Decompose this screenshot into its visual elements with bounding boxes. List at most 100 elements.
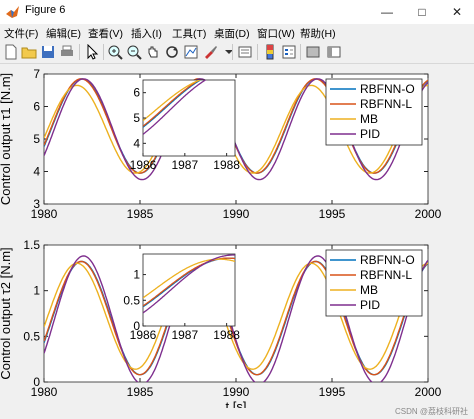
inset-series-line-rbfnn-o xyxy=(143,80,202,128)
inset-series-line-pid xyxy=(143,80,207,135)
menu-view[interactable]: 查看(V) xyxy=(88,28,123,40)
window-title: Figure 6 xyxy=(25,4,66,16)
inset-series-line-pid xyxy=(143,254,235,314)
new-file-icon[interactable] xyxy=(3,44,19,60)
x-tick-label: 1980 xyxy=(31,207,58,221)
menu-bar: 文件(F) 编辑(E) 查看(V) 插入(I) 工具(T) 桌面(D) 窗口(W… xyxy=(0,24,474,41)
x-tick-label: 1995 xyxy=(319,385,346,399)
show-plot-tools-icon[interactable] xyxy=(326,44,342,60)
inset-box xyxy=(142,253,236,327)
y-tick-label: 7 xyxy=(33,67,40,81)
y-tick-label: 1 xyxy=(33,284,40,298)
matlab-logo-icon xyxy=(6,6,19,18)
close-icon[interactable]: ✕ xyxy=(451,5,463,19)
x-tick-label: 2000 xyxy=(415,207,442,221)
toolbar-separator xyxy=(103,44,104,60)
title-bar: Figure 6 — □ ✕ xyxy=(0,0,474,25)
zoom-out-icon[interactable] xyxy=(126,44,142,60)
inset-x-tick-label: 1988 xyxy=(213,158,240,172)
inset-x-tick-label: 1988 xyxy=(213,328,240,342)
toolbar-separator xyxy=(79,44,80,60)
inset-y-tick-label: 0.5 xyxy=(123,293,140,307)
menu-window[interactable]: 窗口(W) xyxy=(257,28,295,40)
toolbar-separator xyxy=(300,44,301,60)
y-axis-label: Control output τ1 [N.m] xyxy=(0,73,13,205)
y-tick-label: 0.5 xyxy=(23,329,40,343)
inset-axes-2: 1986 1987 1988 0 0.5 1 xyxy=(123,253,240,342)
series-line-pid xyxy=(44,78,428,181)
y-tick-label: 0 xyxy=(33,375,40,389)
axes-2: 1980 1985 1990 1995 2000 0 0.5 1 1.5 Control outp… xyxy=(0,238,442,414)
inset-series-line-mb xyxy=(143,80,202,122)
toolbar-separator xyxy=(232,44,233,60)
y-tick-label: 4 xyxy=(33,165,40,179)
legend-icon[interactable] xyxy=(281,44,297,60)
inset-y-tick-label: 6 xyxy=(133,86,140,100)
legend-entry: RBFNN-L xyxy=(360,97,412,111)
legend-entry: MB xyxy=(360,112,378,126)
axes-1: 1980 1985 1990 1995 2000 3 4 5 6 7 Control output … xyxy=(0,67,442,221)
y-tick-label: 3 xyxy=(33,197,40,211)
x-tick-label: 1990 xyxy=(223,207,250,221)
inset-x-tick-label: 1986 xyxy=(130,328,157,342)
x-tick-label: 1980 xyxy=(31,385,58,399)
pointer-icon[interactable] xyxy=(84,44,100,60)
y-tick-label: 5 xyxy=(33,132,40,146)
inset-y-tick-label: 5 xyxy=(133,111,140,125)
x-tick-label: 1985 xyxy=(127,207,154,221)
inset-series-line-rbfnn-l xyxy=(143,80,201,127)
menu-desktop[interactable]: 桌面(D) xyxy=(214,28,250,40)
colorbar-icon[interactable] xyxy=(262,44,278,60)
figure-canvas: 1980 1985 1990 1995 2000 3 4 5 6 7 Control output … xyxy=(0,64,474,414)
legend-entry: PID xyxy=(360,127,380,141)
maximize-icon[interactable]: □ xyxy=(418,5,426,19)
series-line-pid xyxy=(44,255,428,382)
menu-file[interactable]: 文件(F) xyxy=(4,28,39,40)
inset-x-tick-label: 1987 xyxy=(171,328,198,342)
x-tick-label: 1995 xyxy=(319,207,346,221)
inset-y-tick-label: 0 xyxy=(133,319,140,333)
legend-entry: MB xyxy=(360,283,378,297)
save-icon[interactable] xyxy=(40,44,56,60)
menu-tools[interactable]: 工具(T) xyxy=(172,28,207,40)
y-axis-label: Control output τ2 [N.m] xyxy=(0,247,13,379)
brush-icon[interactable] xyxy=(202,44,218,60)
minimize-icon[interactable]: — xyxy=(381,5,393,19)
toolbar-separator xyxy=(257,44,258,60)
zoom-in-icon[interactable] xyxy=(107,44,123,60)
x-tick-label: 1990 xyxy=(223,385,250,399)
series-line-mb xyxy=(44,84,428,174)
legend-entry: PID xyxy=(360,298,380,312)
inset-box xyxy=(142,79,236,157)
menu-help[interactable]: 帮助(H) xyxy=(300,28,336,40)
series-line-mb xyxy=(44,262,428,370)
figure-plot: 1980 1985 1990 1995 2000 3 4 5 6 7 Control output … xyxy=(0,67,442,414)
hide-plot-tools-icon[interactable] xyxy=(305,44,321,60)
rotate-3d-icon[interactable] xyxy=(164,44,180,60)
inset-y-tick-label: 1 xyxy=(133,268,140,282)
chevron-down-icon[interactable] xyxy=(221,44,237,60)
menu-edit[interactable]: 编辑(E) xyxy=(46,28,81,40)
x-tick-label: 1985 xyxy=(127,385,154,399)
pan-icon[interactable] xyxy=(145,44,161,60)
toolbar xyxy=(0,41,474,64)
data-cursor-icon[interactable] xyxy=(183,44,199,60)
link-plot-icon[interactable] xyxy=(237,44,253,60)
y-tick-label: 1.5 xyxy=(23,238,40,252)
legend-entry: RBFNN-O xyxy=(360,253,415,267)
y-tick-label: 6 xyxy=(33,100,40,114)
open-folder-icon[interactable] xyxy=(21,44,37,60)
print-icon[interactable] xyxy=(59,44,75,60)
menu-insert[interactable]: 插入(I) xyxy=(131,28,162,40)
legend-entry: RBFNN-O xyxy=(360,82,415,96)
legend-entry: RBFNN-L xyxy=(360,268,412,282)
inset-axes-1: 1986 1987 1988 4 5 6 xyxy=(130,79,240,172)
inset-y-tick-label: 4 xyxy=(133,136,140,150)
x-axis-label: t [s] xyxy=(226,399,247,408)
x-tick-label: 2000 xyxy=(415,385,442,399)
watermark-text: CSDN @荔枝科研社 xyxy=(394,407,468,416)
inset-x-tick-label: 1987 xyxy=(171,158,198,172)
inset-series-line-mb xyxy=(143,258,235,299)
